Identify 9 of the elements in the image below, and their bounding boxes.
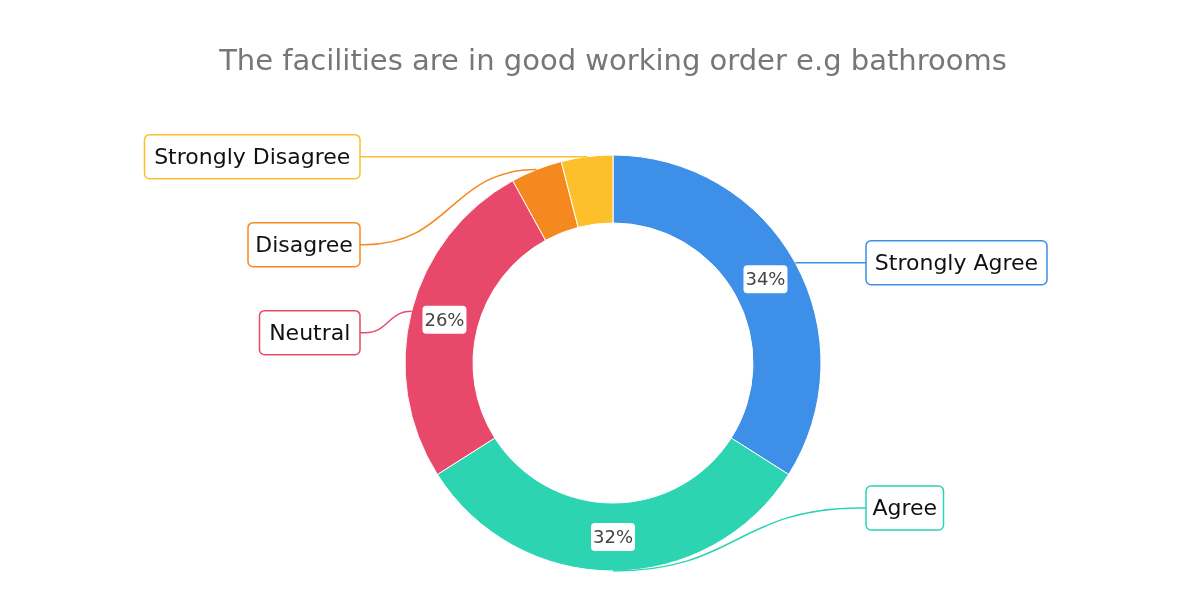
slice-label: Disagree bbox=[255, 231, 353, 257]
data-label: 34% bbox=[745, 268, 786, 290]
data-label: 26% bbox=[424, 308, 465, 330]
chart-title: The facilities are in good working order e.g bathrooms bbox=[218, 43, 1007, 77]
data-label: 32% bbox=[592, 526, 634, 547]
slice-label: Neutral bbox=[269, 319, 351, 345]
slice-label: Agree bbox=[872, 495, 938, 520]
slice-label: Strongly Agree bbox=[874, 249, 1039, 275]
slice-label: Strongly Disagree bbox=[154, 143, 351, 169]
